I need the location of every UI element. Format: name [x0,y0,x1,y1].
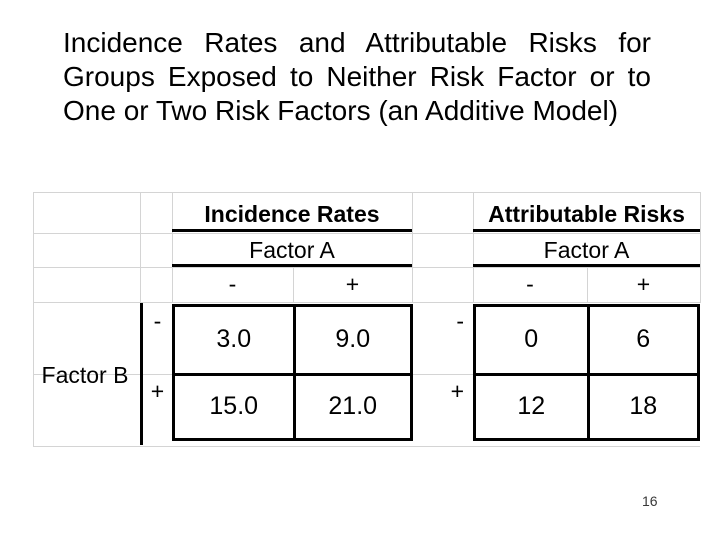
grid-line-vertical [293,267,294,303]
attributable-factor-a-label: Factor A [543,237,630,263]
incidence-cell-minus-plus: 15.0 [175,372,293,439]
incidence-cell-minus-minus: 3.0 [216,325,252,354]
attributable-cell-plus-plus: 18 [586,372,697,438]
grid-line-horizontal [33,233,700,234]
grid-line-vertical [140,192,141,303]
attributable-col-minus-label: - [526,271,534,297]
incidence-row-plus-label: + [150,377,165,404]
attributable-cell-plus-minus: 6 [586,307,698,373]
incidence-subheader-underline [172,264,412,267]
grid-line-horizontal [33,267,700,268]
grid-line-vertical [587,267,588,303]
incidence-header-underline [172,229,412,232]
slide-title-line-1: Incidence Rates and Attributable Risks f… [63,27,651,58]
incidence-factor-a-label: Factor A [249,237,335,263]
page-number: 16 [642,493,658,509]
grid-line-horizontal [33,446,700,447]
grid-line-vertical [700,192,701,303]
grid-line-horizontal [33,192,700,193]
grid-line-vertical [473,192,474,303]
factor-b-label: Factor B [41,362,129,388]
grid-line-horizontal [33,302,700,303]
grid-line-vertical [172,192,173,303]
incidence-cell-plus-minus: 9.0 [292,307,411,373]
incidence-cell-plus-plus: 21.0 [292,372,410,438]
grid-line-vertical [412,192,413,303]
incidence-row-minus-label: - [153,307,162,334]
attributable-row-plus-label: + [450,377,464,404]
attributable-cell-minus-minus: 0 [524,325,539,354]
grid-line-vertical [33,192,34,447]
attributable-risks-table: 0 6 12 18 [473,304,700,441]
slide-title: Incidence Rates and Attributable Risks f… [63,26,651,128]
attributable-subheader-underline [473,264,700,267]
factor-b-divider-line [140,303,143,445]
incidence-col-minus-label: - [228,271,237,297]
attributable-col-plus-label: + [636,271,651,297]
attributable-header-underline [473,229,700,232]
attributable-row-minus-label: - [456,307,464,334]
incidence-col-plus-label: + [345,271,360,297]
incidence-rates-table: 3.0 9.0 15.0 21.0 [172,304,413,441]
attributable-cell-minus-plus: 12 [476,372,587,439]
slide-title-line-2: Groups Exposed to Neither Risk Factor or… [63,61,651,92]
incidence-rates-header: Incidence Rates [204,201,380,227]
slide-title-line-3: One or Two Risk Factors (an Additive Mod… [63,95,619,126]
attributable-risks-header: Attributable Risks [488,201,685,227]
